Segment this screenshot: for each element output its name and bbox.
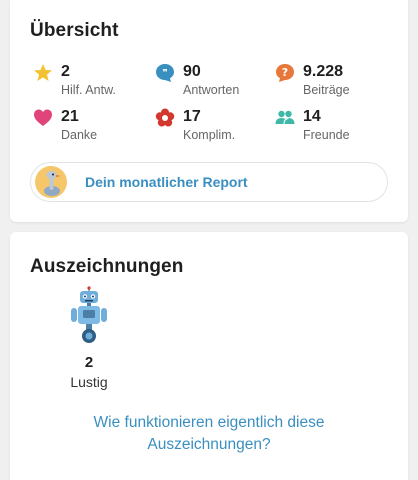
question-bubble-icon: ? [276,64,294,82]
stat-value: 21 [61,108,79,125]
monthly-report-button[interactable]: Dein monatlicher Report [30,162,388,202]
awards-help-link[interactable]: Wie funktionieren eigentlich diese Ausze… [10,412,408,456]
monthly-report-label: Dein monatlicher Report [85,174,248,190]
stat-answers[interactable]: ❞ 90 Antworten [155,62,275,100]
stat-value: 9.228 [303,63,344,80]
stat-value: 2 [61,63,70,80]
stat-label: Hilf. Antw. [61,83,116,97]
stat-posts[interactable]: ? 9.228 Beiträge [275,62,395,100]
heart-icon [34,109,52,126]
stat-label: Danke [61,128,98,142]
stat-value: 17 [183,108,201,125]
stat-thanks[interactable]: 21 Danke [33,107,153,145]
stat-compliments[interactable]: 17 Komplim. [155,107,275,145]
awards-title: Auszeichnungen [30,256,184,277]
awards-card: Auszeichnungen 2 Lustig [10,232,408,480]
award-name: Lustig [70,374,108,390]
stat-value: 90 [183,63,201,80]
stat-label: Komplim. [183,128,236,142]
stat-label: Beiträge [303,83,350,97]
stat-helpful-answers[interactable]: 2 Hilf. Antw. [33,62,153,100]
star-icon [34,64,52,81]
overview-title: Übersicht [30,20,119,41]
stat-label: Antworten [183,83,240,97]
overview-card: Übersicht 2 Hilf. Antw. ❞ 90 Antworten ?… [10,0,408,222]
stat-value: 14 [303,108,321,125]
award-item-funny[interactable]: 2 Lustig [45,286,135,396]
stat-label: Freunde [303,128,350,142]
friends-icon [275,110,295,125]
ostrich-avatar-icon [35,166,67,198]
stat-friends[interactable]: 14 Freunde [275,107,395,145]
robot-icon [71,286,107,343]
svg-text:❞: ❞ [162,69,167,79]
speech-bubble-icon: ❞ [156,64,174,82]
flower-icon [155,108,175,127]
award-count: 2 [84,354,94,371]
svg-text:?: ? [282,66,288,79]
awards-help-link-text: Wie funktionieren eigentlich diese Ausze… [93,414,325,453]
